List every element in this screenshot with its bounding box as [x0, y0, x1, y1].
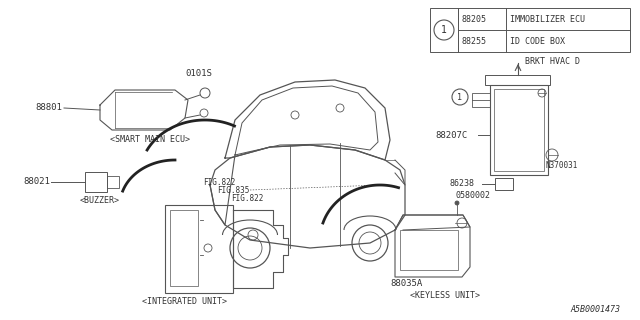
Text: N370031: N370031: [545, 161, 577, 170]
Text: 88255: 88255: [462, 36, 487, 45]
Bar: [85, 172, 107, 192]
Text: 1: 1: [441, 25, 447, 35]
Text: ID CODE BOX: ID CODE BOX: [510, 36, 565, 45]
Text: 88207C: 88207C: [435, 131, 467, 140]
Bar: [165, 205, 233, 293]
Text: FIG.822: FIG.822: [203, 178, 236, 187]
Text: 88021: 88021: [23, 178, 50, 187]
Text: A5B0001473: A5B0001473: [570, 305, 620, 314]
Text: BRKT HVAC D: BRKT HVAC D: [525, 57, 580, 66]
Text: 1: 1: [458, 92, 463, 101]
Bar: [472, 93, 490, 107]
Text: <BUZZER>: <BUZZER>: [80, 196, 120, 205]
Text: 88035A: 88035A: [390, 279, 422, 288]
Bar: [170, 210, 198, 286]
Text: IMMOBILIZER ECU: IMMOBILIZER ECU: [510, 14, 585, 23]
Text: 88801: 88801: [35, 103, 62, 113]
Text: <INTEGRATED UNIT>: <INTEGRATED UNIT>: [143, 297, 227, 306]
Text: FIG.822: FIG.822: [231, 194, 264, 203]
Text: 88205: 88205: [462, 14, 487, 23]
Bar: [494, 89, 544, 171]
Text: <SMART MAIN ECU>: <SMART MAIN ECU>: [110, 135, 190, 144]
Bar: [485, 75, 550, 85]
Bar: [495, 178, 513, 190]
Bar: [107, 176, 119, 188]
Text: 86238: 86238: [450, 180, 475, 188]
Text: FIG.835: FIG.835: [217, 186, 250, 195]
Text: 0101S: 0101S: [185, 69, 212, 78]
Bar: [400, 230, 458, 270]
Text: <KEYLESS UNIT>: <KEYLESS UNIT>: [410, 291, 480, 300]
Bar: [490, 85, 548, 175]
Circle shape: [455, 201, 459, 205]
Text: 0580002: 0580002: [455, 191, 490, 200]
Bar: [430, 8, 630, 52]
